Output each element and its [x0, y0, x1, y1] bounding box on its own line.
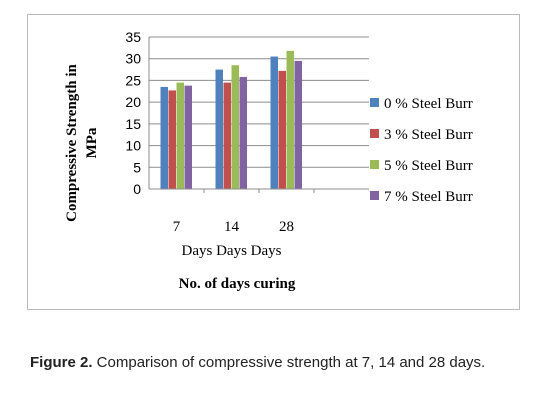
y-tick-label-20: 20 — [125, 94, 141, 110]
legend-label-2: 5 % Steel Burr — [384, 158, 473, 174]
x-tick-label-7: 7 — [173, 219, 181, 235]
bar-14-2 — [231, 65, 239, 189]
y-tick-label-0: 0 — [133, 181, 141, 197]
bars — [160, 50, 302, 190]
legend-swatch-2 — [370, 160, 379, 169]
bar-14-3 — [239, 76, 247, 189]
legend-label-3: 7 % Steel Burr — [384, 189, 473, 205]
x-axis-title: No. of days curing — [179, 276, 296, 292]
axes — [148, 37, 369, 193]
axis-labels: 0 5 10 15 20 25 30 35 7 14 28 Days Days Days No. of … — [64, 29, 296, 292]
bar-7-0 — [160, 86, 168, 189]
legend-label-0: 0 % Steel Burr — [384, 96, 473, 112]
legend-swatch-3 — [370, 191, 379, 200]
y-tick-label-5: 5 — [133, 159, 141, 175]
figure-caption: Figure 2. Comparison of compressive stre… — [30, 352, 535, 374]
legend-swatch-1 — [370, 129, 379, 138]
bar-7-1 — [168, 90, 176, 189]
legend-swatch-0 — [370, 98, 379, 107]
y-tick-label-35: 35 — [125, 29, 141, 45]
y-axis-title-line1: Compressive Strength in — [64, 63, 80, 221]
bar-28-0 — [270, 56, 278, 189]
y-tick-label-25: 25 — [125, 72, 141, 88]
bar-28-1 — [278, 70, 286, 189]
legend: 0 % Steel Burr 3 % Steel Burr 5 % Steel Bu… — [370, 96, 473, 205]
y-tick-label-15: 15 — [125, 116, 141, 132]
x-tick-label-28: 28 — [279, 219, 294, 235]
compressive-strength-chart: 0 5 10 15 20 25 30 35 7 14 28 Days Days Days No. of … — [64, 29, 473, 292]
caption-label: Figure 2. — [30, 354, 93, 371]
bar-14-0 — [215, 69, 223, 189]
bar-28-3 — [294, 60, 302, 190]
chart-frame: 0 5 10 15 20 25 30 35 7 14 28 Days Days Days No. of … — [27, 14, 520, 310]
bar-7-2 — [176, 82, 184, 189]
caption-text: Comparison of compressive strength at 7,… — [92, 354, 486, 371]
x-category-sublabel: Days Days Days — [182, 243, 282, 259]
bar-28-2 — [286, 50, 294, 190]
bar-7-3 — [184, 85, 192, 189]
y-axis-title-line2: MPa — [84, 127, 100, 158]
bar-14-1 — [223, 82, 231, 189]
legend-label-1: 3 % Steel Burr — [384, 127, 473, 143]
y-tick-label-10: 10 — [125, 138, 141, 154]
x-tick-label-14: 14 — [224, 219, 240, 235]
y-tick-label-30: 30 — [125, 51, 141, 67]
